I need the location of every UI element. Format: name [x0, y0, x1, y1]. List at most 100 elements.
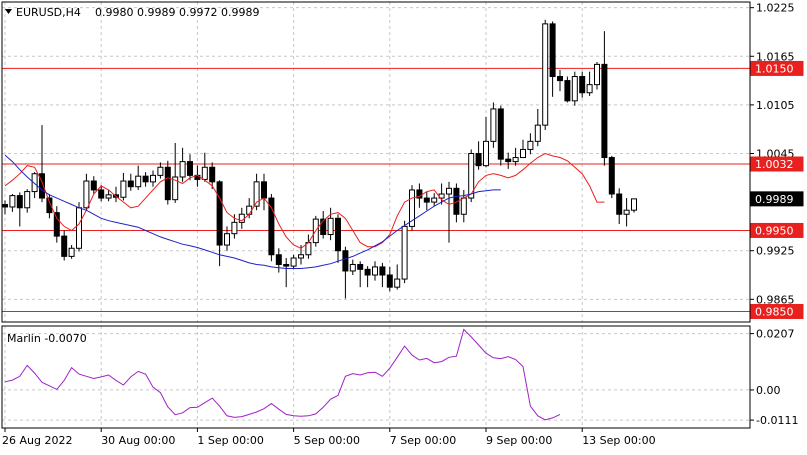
- candles[interactable]: [2, 19, 637, 299]
- bear-candle[interactable]: [557, 70, 563, 92]
- bull-candle[interactable]: [83, 173, 90, 212]
- indicator-tick-label: 0.0207: [756, 328, 795, 341]
- bear-candle[interactable]: [601, 31, 608, 166]
- candle-body: [423, 197, 430, 203]
- time-axis: 26 Aug 2022 30 Aug 00:00 1 Sep 00:00 5 Sep …: [2, 428, 656, 447]
- candle-body: [342, 250, 349, 272]
- marlin-line[interactable]: [4, 328, 561, 421]
- bull-candle[interactable]: [224, 226, 230, 251]
- bull-candle[interactable]: [490, 102, 497, 148]
- bear-candle[interactable]: [379, 262, 386, 288]
- bear-candle[interactable]: [216, 180, 223, 267]
- bull-candle[interactable]: [150, 170, 156, 187]
- bear-candle[interactable]: [209, 162, 216, 190]
- price-tick-label: 0.9925: [756, 245, 795, 258]
- bull-candle[interactable]: [520, 139, 526, 159]
- bull-candle[interactable]: [534, 108, 541, 147]
- bear-candle[interactable]: [335, 214, 341, 263]
- candle-body: [53, 212, 60, 237]
- candle-body: [268, 197, 275, 256]
- bull-candle[interactable]: [68, 245, 75, 259]
- moving-average-slow[interactable]: [4, 154, 501, 269]
- bear-candle[interactable]: [475, 141, 482, 170]
- bear-candle[interactable]: [386, 266, 393, 292]
- bear-candle[interactable]: [46, 194, 53, 219]
- bear-candle[interactable]: [579, 71, 586, 98]
- marlin-indicator[interactable]: [4, 328, 561, 421]
- bull-candle[interactable]: [349, 259, 356, 276]
- bear-candle[interactable]: [505, 152, 512, 169]
- bear-candle[interactable]: [53, 206, 60, 243]
- bull-candle[interactable]: [201, 152, 208, 182]
- bear-candle[interactable]: [549, 21, 556, 97]
- candle-body: [364, 268, 371, 276]
- bear-candle[interactable]: [16, 192, 23, 227]
- bull-candle[interactable]: [586, 71, 593, 96]
- bull-candle[interactable]: [253, 173, 260, 211]
- bull-candle[interactable]: [431, 193, 438, 207]
- candle-body: [631, 198, 637, 211]
- candle-body: [527, 140, 534, 150]
- bull-candle[interactable]: [401, 220, 408, 284]
- bull-candle[interactable]: [527, 133, 534, 155]
- price-tick-label: 1.0225: [756, 2, 795, 15]
- bear-candle[interactable]: [275, 248, 282, 273]
- bull-candle[interactable]: [105, 189, 112, 202]
- candle-body: [579, 76, 586, 94]
- bull-candle[interactable]: [290, 254, 297, 270]
- bull-candle[interactable]: [135, 165, 142, 190]
- moving-averages[interactable]: [4, 152, 605, 269]
- moving-average-fast[interactable]: [4, 152, 605, 249]
- bear-candle[interactable]: [497, 105, 504, 166]
- bull-candle[interactable]: [446, 181, 452, 243]
- bull-candle[interactable]: [372, 261, 378, 281]
- bull-candle[interactable]: [512, 147, 519, 166]
- bull-candle[interactable]: [24, 189, 31, 213]
- bear-candle[interactable]: [268, 194, 275, 262]
- bear-candle[interactable]: [342, 246, 349, 299]
- bull-candle[interactable]: [631, 198, 637, 213]
- bear-candle[interactable]: [423, 191, 430, 211]
- bull-candle[interactable]: [394, 264, 401, 290]
- triangle-down-icon[interactable]: [5, 9, 12, 14]
- bull-candle[interactable]: [31, 172, 38, 199]
- candle-body: [512, 157, 519, 163]
- ohlc-label: 0.9980 0.9989 0.9972 0.9989: [95, 6, 259, 19]
- price-tags: 1.0150 1.0032 0.9950 0.9850 0.9989: [750, 60, 804, 319]
- bear-candle[interactable]: [364, 266, 371, 288]
- bear-candle[interactable]: [90, 176, 97, 194]
- bull-candle[interactable]: [483, 117, 489, 168]
- bear-candle[interactable]: [320, 211, 327, 239]
- bull-candle[interactable]: [179, 147, 186, 182]
- bull-candle[interactable]: [76, 202, 82, 252]
- bear-candle[interactable]: [98, 185, 105, 202]
- bear-candle[interactable]: [142, 172, 149, 187]
- bear-candle[interactable]: [357, 261, 364, 288]
- bull-candle[interactable]: [542, 19, 549, 130]
- bull-candle[interactable]: [594, 61, 600, 90]
- bull-candle[interactable]: [327, 207, 334, 241]
- bear-candle[interactable]: [127, 173, 134, 191]
- bear-candle[interactable]: [61, 230, 68, 261]
- bear-candle[interactable]: [616, 188, 623, 224]
- bull-candle[interactable]: [571, 71, 578, 106]
- bull-candle[interactable]: [120, 172, 127, 201]
- bull-candle[interactable]: [172, 142, 179, 203]
- candle-body: [409, 189, 415, 227]
- bull-candle[interactable]: [157, 162, 164, 179]
- bear-candle[interactable]: [187, 154, 193, 181]
- bear-candle[interactable]: [608, 155, 615, 199]
- bear-candle[interactable]: [164, 160, 171, 205]
- bear-candle[interactable]: [283, 258, 290, 288]
- bull-candle[interactable]: [623, 198, 630, 227]
- candle-body: [24, 191, 31, 209]
- horizontal-levels[interactable]: [2, 67, 750, 312]
- bull-candle[interactable]: [9, 194, 16, 212]
- bear-candle[interactable]: [564, 76, 571, 103]
- candle-body: [416, 189, 423, 199]
- bull-candle[interactable]: [409, 185, 415, 231]
- price-tick-label: 1.0165: [756, 50, 795, 63]
- bear-candle[interactable]: [416, 183, 423, 208]
- price-tag: 0.9850: [750, 303, 804, 319]
